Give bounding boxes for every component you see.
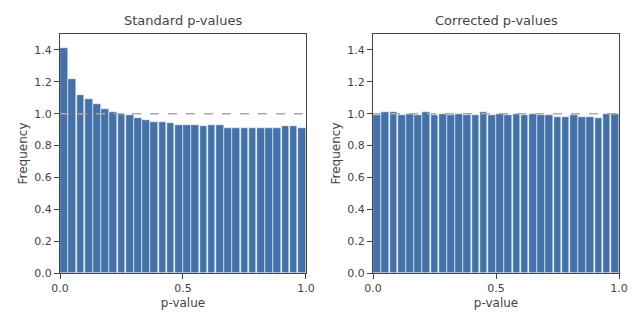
svg-text:0.4: 0.4 <box>34 203 52 216</box>
svg-text:0.0: 0.0 <box>364 282 382 295</box>
svg-text:1.4: 1.4 <box>34 44 52 57</box>
svg-text:1.0: 1.0 <box>34 108 52 121</box>
svg-text:0.0: 0.0 <box>34 267 52 280</box>
svg-text:p-value: p-value <box>474 296 518 310</box>
svg-text:1.0: 1.0 <box>610 282 628 295</box>
svg-text:Standard p-values: Standard p-values <box>124 13 242 28</box>
svg-text:0.8: 0.8 <box>347 139 365 152</box>
svg-text:0.0: 0.0 <box>347 267 365 280</box>
svg-text:0.0: 0.0 <box>51 282 69 295</box>
svg-text:0.4: 0.4 <box>347 203 365 216</box>
svg-text:Frequency: Frequency <box>16 123 30 185</box>
svg-text:Frequency: Frequency <box>329 123 343 185</box>
svg-text:1.2: 1.2 <box>347 76 365 89</box>
svg-text:0.8: 0.8 <box>34 139 52 152</box>
svg-text:0.6: 0.6 <box>347 171 365 184</box>
svg-text:p-value: p-value <box>161 296 205 310</box>
svg-text:1.0: 1.0 <box>347 108 365 121</box>
svg-text:0.5: 0.5 <box>174 282 192 295</box>
svg-text:1.0: 1.0 <box>297 282 315 295</box>
svg-text:1.2: 1.2 <box>34 76 52 89</box>
svg-text:0.2: 0.2 <box>347 235 365 248</box>
svg-text:Corrected p-values: Corrected p-values <box>435 13 558 28</box>
svg-text:0.6: 0.6 <box>34 171 52 184</box>
svg-text:1.4: 1.4 <box>347 44 365 57</box>
svg-text:0.5: 0.5 <box>487 282 505 295</box>
svg-text:0.2: 0.2 <box>34 235 52 248</box>
